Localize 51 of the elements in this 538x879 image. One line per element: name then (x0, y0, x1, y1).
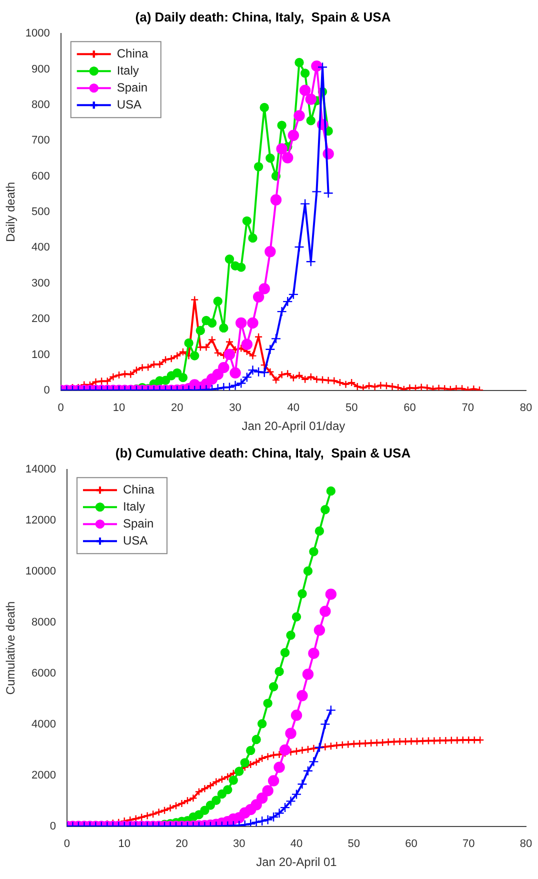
y-tick-label: 400 (32, 242, 50, 254)
chart-title: (a) Daily death: China, Italy, Spain & USA (135, 9, 392, 24)
legend-label: China (122, 482, 155, 496)
y-tick-label: 300 (32, 277, 50, 290)
chart-title: (b) Cumulative death: China, Italy, Spain & USA (115, 445, 412, 460)
y-tick-label: 600 (32, 170, 50, 182)
x-tick-label: 80 (520, 402, 532, 414)
y-tick-label: 0 (50, 820, 56, 832)
y-tick-label: 6000 (32, 668, 56, 680)
y-tick-label: 500 (32, 206, 50, 218)
x-tick-label: 50 (348, 838, 360, 850)
x-tick-label: 40 (287, 402, 300, 414)
y-axis-title: Daily death (4, 182, 18, 242)
legend-label: USA (122, 533, 148, 548)
x-tick-label: 50 (345, 402, 358, 414)
y-tick-label: 14000 (25, 464, 56, 476)
y-tick-label: 10000 (25, 566, 56, 578)
y-tick-label: 8000 (32, 616, 56, 629)
y-tick-label: 4000 (32, 718, 56, 730)
y-tick-label: 100 (32, 348, 50, 361)
legend-label: Spain (122, 516, 154, 530)
x-tick-label: 60 (405, 838, 418, 850)
x-tick-label: 20 (176, 838, 188, 850)
x-tick-label: 70 (462, 402, 474, 414)
x-tick-label: 30 (232, 838, 246, 850)
y-tick-label: 1000 (25, 28, 50, 40)
y-tick-label: 2000 (32, 769, 56, 782)
y-tick-label: 12000 (25, 514, 56, 527)
x-tick-label: 10 (118, 838, 130, 850)
x-tick-label: 20 (171, 402, 184, 414)
x-axis-title: Jan 20-April 01/day (242, 419, 346, 434)
x-tick-label: 80 (520, 838, 532, 850)
y-tick-label: 200 (32, 313, 50, 326)
x-tick-label: 0 (58, 402, 64, 414)
y-tick-label: 900 (32, 63, 50, 76)
x-tick-label: 0 (64, 838, 70, 850)
legend-label: USA (116, 97, 142, 112)
legend-label: Italy (116, 63, 139, 78)
y-tick-label: 800 (32, 98, 50, 111)
x-tick-label: 30 (229, 402, 242, 414)
legend-label: Italy (122, 499, 146, 514)
y-tick-label: 0 (44, 384, 50, 396)
x-tick-label: 40 (290, 838, 303, 850)
legend-label: Spain (116, 80, 148, 94)
x-axis-title: Jan 20-April 01 (256, 855, 338, 870)
x-tick-label: 60 (404, 402, 416, 414)
y-tick-label: 700 (32, 134, 50, 147)
x-tick-label: 10 (112, 402, 126, 414)
y-axis-title: Cumulative death (4, 601, 18, 695)
x-tick-label: 70 (462, 838, 475, 850)
legend-label: China (116, 46, 149, 60)
